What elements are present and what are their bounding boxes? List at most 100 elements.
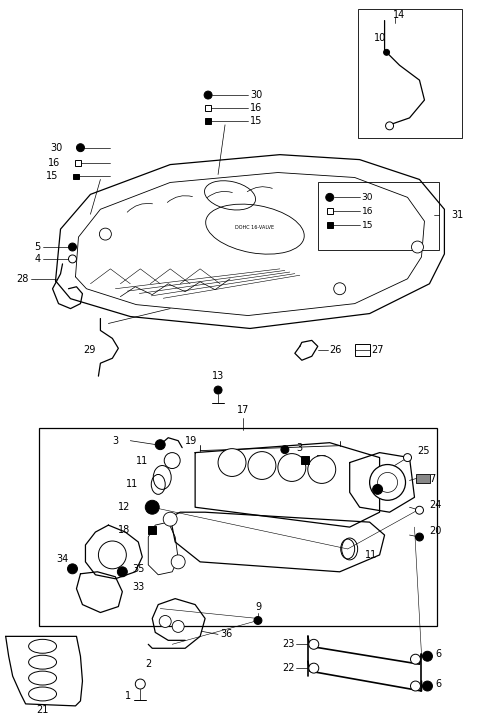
Text: 15: 15 (361, 221, 373, 230)
Text: DOHC 16-VALVE: DOHC 16-VALVE (235, 225, 275, 230)
Bar (73, 173, 80, 180)
Text: 16: 16 (48, 158, 60, 168)
Circle shape (385, 122, 394, 130)
Circle shape (410, 654, 420, 664)
Text: 21: 21 (36, 705, 49, 715)
Circle shape (69, 255, 76, 263)
Circle shape (411, 241, 423, 253)
Circle shape (422, 652, 432, 661)
Text: 19: 19 (185, 436, 197, 445)
Text: 33: 33 (132, 581, 144, 591)
Text: 12: 12 (118, 502, 130, 512)
Circle shape (410, 681, 420, 691)
Text: 6: 6 (435, 649, 442, 659)
Text: 30: 30 (361, 193, 373, 202)
Circle shape (98, 541, 126, 569)
Circle shape (309, 639, 319, 649)
Text: 32: 32 (316, 455, 328, 465)
Bar (38, 427, 437, 626)
Circle shape (278, 454, 306, 481)
Text: 16: 16 (250, 103, 262, 113)
Circle shape (68, 564, 77, 574)
Circle shape (248, 452, 276, 480)
Text: 10: 10 (373, 34, 386, 44)
Text: 18: 18 (118, 525, 130, 535)
Bar (417, 475, 431, 483)
Text: 11: 11 (136, 455, 148, 465)
Circle shape (214, 386, 222, 394)
Text: 31: 31 (451, 211, 464, 221)
Bar (327, 208, 333, 214)
Text: 30: 30 (250, 90, 262, 100)
Circle shape (378, 473, 397, 493)
Circle shape (422, 681, 432, 691)
Circle shape (135, 679, 145, 689)
Circle shape (326, 193, 334, 201)
Circle shape (159, 616, 171, 627)
Circle shape (204, 91, 212, 99)
Text: 24: 24 (430, 500, 442, 511)
Bar (205, 105, 211, 111)
Circle shape (372, 485, 383, 494)
Bar (75, 160, 82, 165)
Circle shape (164, 453, 180, 468)
Text: 11: 11 (126, 480, 138, 490)
Text: 28: 28 (16, 274, 29, 284)
Bar (205, 118, 211, 124)
Text: 26: 26 (330, 345, 342, 355)
Text: 4: 4 (35, 254, 41, 264)
Text: 34: 34 (56, 554, 69, 564)
Bar (318, 183, 439, 250)
Text: 15: 15 (46, 172, 59, 181)
Circle shape (155, 440, 165, 450)
Text: 30: 30 (50, 142, 62, 153)
Text: 20: 20 (430, 526, 442, 536)
Text: 17: 17 (237, 405, 249, 415)
Circle shape (384, 49, 390, 55)
Text: 8: 8 (384, 478, 391, 488)
Circle shape (171, 555, 185, 569)
Circle shape (76, 144, 84, 152)
Circle shape (334, 283, 346, 295)
Text: 23: 23 (282, 639, 295, 649)
Circle shape (69, 243, 76, 251)
Circle shape (309, 663, 319, 673)
Bar (355, 344, 370, 357)
Circle shape (281, 445, 289, 454)
Circle shape (370, 465, 406, 500)
Bar (148, 526, 156, 534)
Circle shape (254, 616, 262, 624)
Circle shape (117, 567, 127, 577)
Circle shape (416, 506, 423, 514)
Text: 27: 27 (372, 345, 384, 355)
Text: 3: 3 (112, 436, 119, 445)
Circle shape (163, 512, 177, 526)
Text: 25: 25 (418, 445, 430, 455)
Text: 29: 29 (83, 345, 96, 355)
Text: 36: 36 (220, 629, 232, 639)
Circle shape (404, 454, 411, 462)
Text: 2: 2 (145, 659, 151, 669)
Text: 9: 9 (255, 601, 261, 611)
Text: 22: 22 (282, 663, 295, 673)
Text: 11: 11 (365, 550, 377, 560)
Text: 7: 7 (430, 475, 436, 485)
Bar (301, 455, 309, 463)
Circle shape (145, 500, 159, 514)
Circle shape (416, 533, 423, 541)
Circle shape (308, 455, 336, 483)
Circle shape (172, 621, 184, 632)
Bar (358, 9, 462, 137)
Text: 5: 5 (35, 242, 41, 252)
Text: 16: 16 (361, 207, 373, 216)
Text: 35: 35 (132, 563, 144, 574)
Text: 1: 1 (125, 691, 132, 701)
Circle shape (99, 228, 111, 240)
Bar (327, 222, 333, 228)
Text: 3: 3 (296, 442, 302, 453)
Text: 15: 15 (250, 116, 263, 126)
Text: 14: 14 (394, 9, 406, 19)
Text: 13: 13 (212, 371, 224, 381)
Text: 6: 6 (435, 679, 442, 689)
Circle shape (218, 449, 246, 476)
